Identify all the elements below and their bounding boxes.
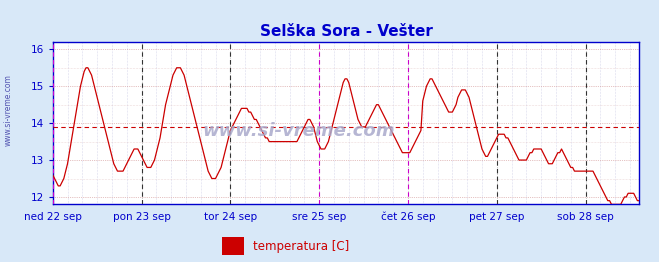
Title: Selška Sora - Vešter: Selška Sora - Vešter	[260, 24, 432, 39]
Text: www.si-vreme.com: www.si-vreme.com	[3, 74, 13, 146]
Text: temperatura [C]: temperatura [C]	[253, 240, 349, 253]
Text: www.si-vreme.com: www.si-vreme.com	[203, 122, 395, 140]
Bar	[222, 237, 244, 255]
